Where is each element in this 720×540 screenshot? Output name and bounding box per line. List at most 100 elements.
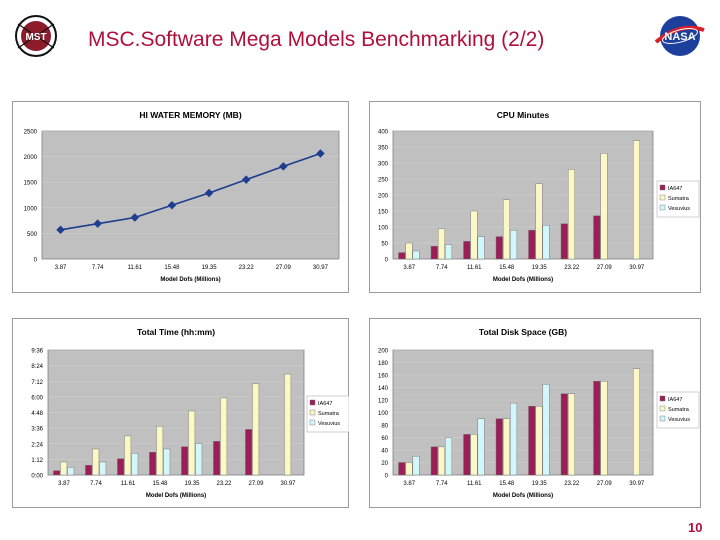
y-tick-label: 0 <box>385 258 389 264</box>
y-tick-label: 4:48 <box>31 411 43 417</box>
x-tick-label: 23.22 <box>216 481 232 487</box>
y-tick-label: 180 <box>378 361 389 367</box>
y-tick-label: 2:24 <box>31 442 43 448</box>
chart-title: HI WATER MEMORY (MB) <box>139 110 241 120</box>
x-tick-label: 7.74 <box>436 481 448 487</box>
legend-swatch-ia647 <box>309 399 316 406</box>
x-tick-label: 3.87 <box>58 481 70 487</box>
line-point <box>204 188 214 198</box>
bar-vesuvius <box>510 402 518 476</box>
bar-sumatra <box>220 397 228 476</box>
legend-swatch-vesuvius <box>659 415 666 422</box>
x-tick-label: 30.97 <box>280 481 296 487</box>
bar-sumatra <box>470 434 478 476</box>
bar-sumatra <box>437 228 445 260</box>
nasa-logo: NASA <box>652 12 708 60</box>
bar-vesuvius <box>542 225 550 260</box>
logo-left-text: MST <box>25 32 46 43</box>
x-tick-label: 15.48 <box>152 481 168 487</box>
x-tick-label: 27.09 <box>597 481 613 487</box>
chart-legend: IA647 Sumatra Vesuvius <box>656 180 700 218</box>
bar-sumatra <box>156 425 164 476</box>
bar-sumatra <box>60 461 68 476</box>
bar-sumatra <box>567 393 575 476</box>
chart-title: CPU Minutes <box>497 110 550 120</box>
chart-title: Total Disk Space (GB) <box>479 327 567 337</box>
y-tick-label: 2000 <box>24 155 38 161</box>
y-tick-label: 0:00 <box>31 474 43 480</box>
bar-sumatra <box>600 381 608 476</box>
legend-swatch-sumatra <box>659 194 666 201</box>
y-tick-label: 1500 <box>24 181 38 187</box>
legend-swatch-sumatra <box>309 409 316 416</box>
x-axis-label: Model Dofs (Millions) <box>146 493 206 499</box>
x-tick-label: 11.61 <box>467 481 482 487</box>
y-tick-label: 9:36 <box>31 349 43 355</box>
x-tick-label: 11.61 <box>121 481 136 487</box>
bar-sumatra <box>252 383 260 476</box>
chart-legend: IA647 Sumatra Vesuvius <box>656 391 700 429</box>
total-time-chart: Total Time (hh:mm) 0:00 1:12 2:24 3:36 4:48 6:… <box>12 318 350 508</box>
y-tick-label: 140 <box>378 386 389 392</box>
bar-ia647 <box>560 223 568 260</box>
x-tick-label: 3.87 <box>403 481 415 487</box>
bar-ia647 <box>528 406 536 476</box>
x-tick-label: 11.61 <box>128 265 143 271</box>
bar-sumatra <box>632 368 640 476</box>
bar-sumatra <box>535 183 543 260</box>
line-point <box>130 213 140 222</box>
bar-vesuvius <box>412 456 420 476</box>
bar-vesuvius <box>477 236 485 260</box>
mst-logo: MST <box>12 10 58 66</box>
bar-ia647 <box>593 381 601 476</box>
x-tick-label: 27.09 <box>597 265 613 271</box>
bar-sumatra <box>92 448 100 476</box>
y-tick-label: 20 <box>381 461 388 467</box>
x-tick-label: 19.35 <box>532 481 548 487</box>
y-tick-label: 0 <box>34 258 38 264</box>
disk-space-chart: Total Disk Space (GB) 0 20 40 60 80 100 120 140 1… <box>369 318 701 508</box>
legend-swatch-ia647 <box>659 395 666 402</box>
line-point <box>56 225 65 235</box>
logo-right-text: NASA <box>664 31 695 43</box>
y-tick-label: 0 <box>385 474 389 480</box>
bar-ia647 <box>495 236 503 260</box>
x-tick-label: 19.35 <box>184 481 200 487</box>
x-tick-label: 15.48 <box>499 265 515 271</box>
bar-vesuvius <box>445 437 453 476</box>
x-tick-label: 15.48 <box>164 265 180 271</box>
legend-swatch-vesuvius <box>659 204 666 211</box>
bar-ia647 <box>53 470 61 476</box>
bar-vesuvius <box>542 384 550 476</box>
legend-label-sumatra: Sumatra <box>318 411 340 417</box>
slide-title: MSC.Software Mega Models Benchmarking (2… <box>88 28 545 51</box>
bar-vesuvius <box>510 229 518 260</box>
line-point <box>167 200 177 210</box>
bar-ia647 <box>181 446 189 476</box>
bar-vesuvius <box>445 244 453 260</box>
x-tick-label: 3.87 <box>55 265 67 271</box>
memory-chart: HI WATER MEMORY (MB) 0 500 1000 1500 2000 2500… <box>12 101 349 293</box>
y-tick-label: 250 <box>378 178 389 184</box>
bar-ia647 <box>213 441 221 476</box>
x-axis-label: Model Dofs (Millions) <box>160 277 220 283</box>
line-point <box>241 175 251 184</box>
x-tick-label: 19.35 <box>532 265 548 271</box>
bar-ia647 <box>593 215 601 260</box>
x-axis-label: Model Dofs (Millions) <box>493 493 553 499</box>
y-tick-label: 1:12 <box>31 458 43 464</box>
memory-series-line <box>60 152 321 231</box>
x-axis-label: Model Dofs (Millions) <box>493 277 553 283</box>
bar-ia647 <box>398 252 406 260</box>
bar-sumatra <box>632 140 640 260</box>
y-tick-label: 150 <box>378 210 389 216</box>
y-tick-label: 300 <box>378 162 389 168</box>
legend-label-sumatra: Sumatra <box>668 196 690 202</box>
y-tick-label: 400 <box>378 130 389 136</box>
x-tick-label: 7.74 <box>90 481 102 487</box>
y-tick-label: 350 <box>378 146 389 152</box>
bar-sumatra <box>437 446 445 476</box>
y-tick-label: 80 <box>381 424 388 430</box>
page-number: 10 <box>688 520 703 535</box>
bar-vesuvius <box>163 448 171 476</box>
